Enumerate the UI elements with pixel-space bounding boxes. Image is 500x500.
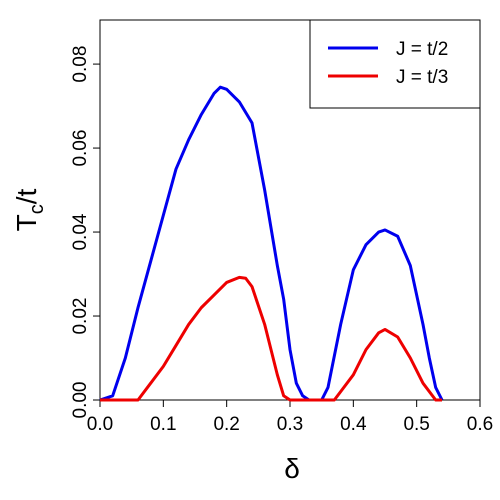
x-tick-label: 0.6 xyxy=(467,414,493,435)
y-axis-label: Tc/t xyxy=(11,188,48,231)
x-tick-label: 0.0 xyxy=(87,414,113,435)
y-label-sub: c xyxy=(26,204,48,214)
legend-label: J = t/3 xyxy=(396,67,448,88)
y-label-main: T xyxy=(11,214,42,231)
x-axis-label: δ xyxy=(284,453,300,484)
legend-label: J = t/2 xyxy=(396,39,448,60)
x-tick-label: 0.4 xyxy=(340,414,367,435)
y-label-rest: /t xyxy=(11,188,42,204)
series-line xyxy=(99,85,444,402)
y-tick-label: 0.00 xyxy=(70,382,91,419)
series-line xyxy=(100,275,442,402)
legend-box xyxy=(309,19,481,109)
x-tick-label: 0.2 xyxy=(213,414,239,435)
x-tick-label: 0.5 xyxy=(403,414,429,435)
y-tick-label: 0.04 xyxy=(70,213,91,250)
x-tick-label: 0.1 xyxy=(150,414,176,435)
y-tick-label: 0.02 xyxy=(70,298,91,335)
x-tick-label: 0.3 xyxy=(277,414,303,435)
y-tick-label: 0.08 xyxy=(70,46,91,83)
y-tick-label: 0.06 xyxy=(70,130,91,167)
